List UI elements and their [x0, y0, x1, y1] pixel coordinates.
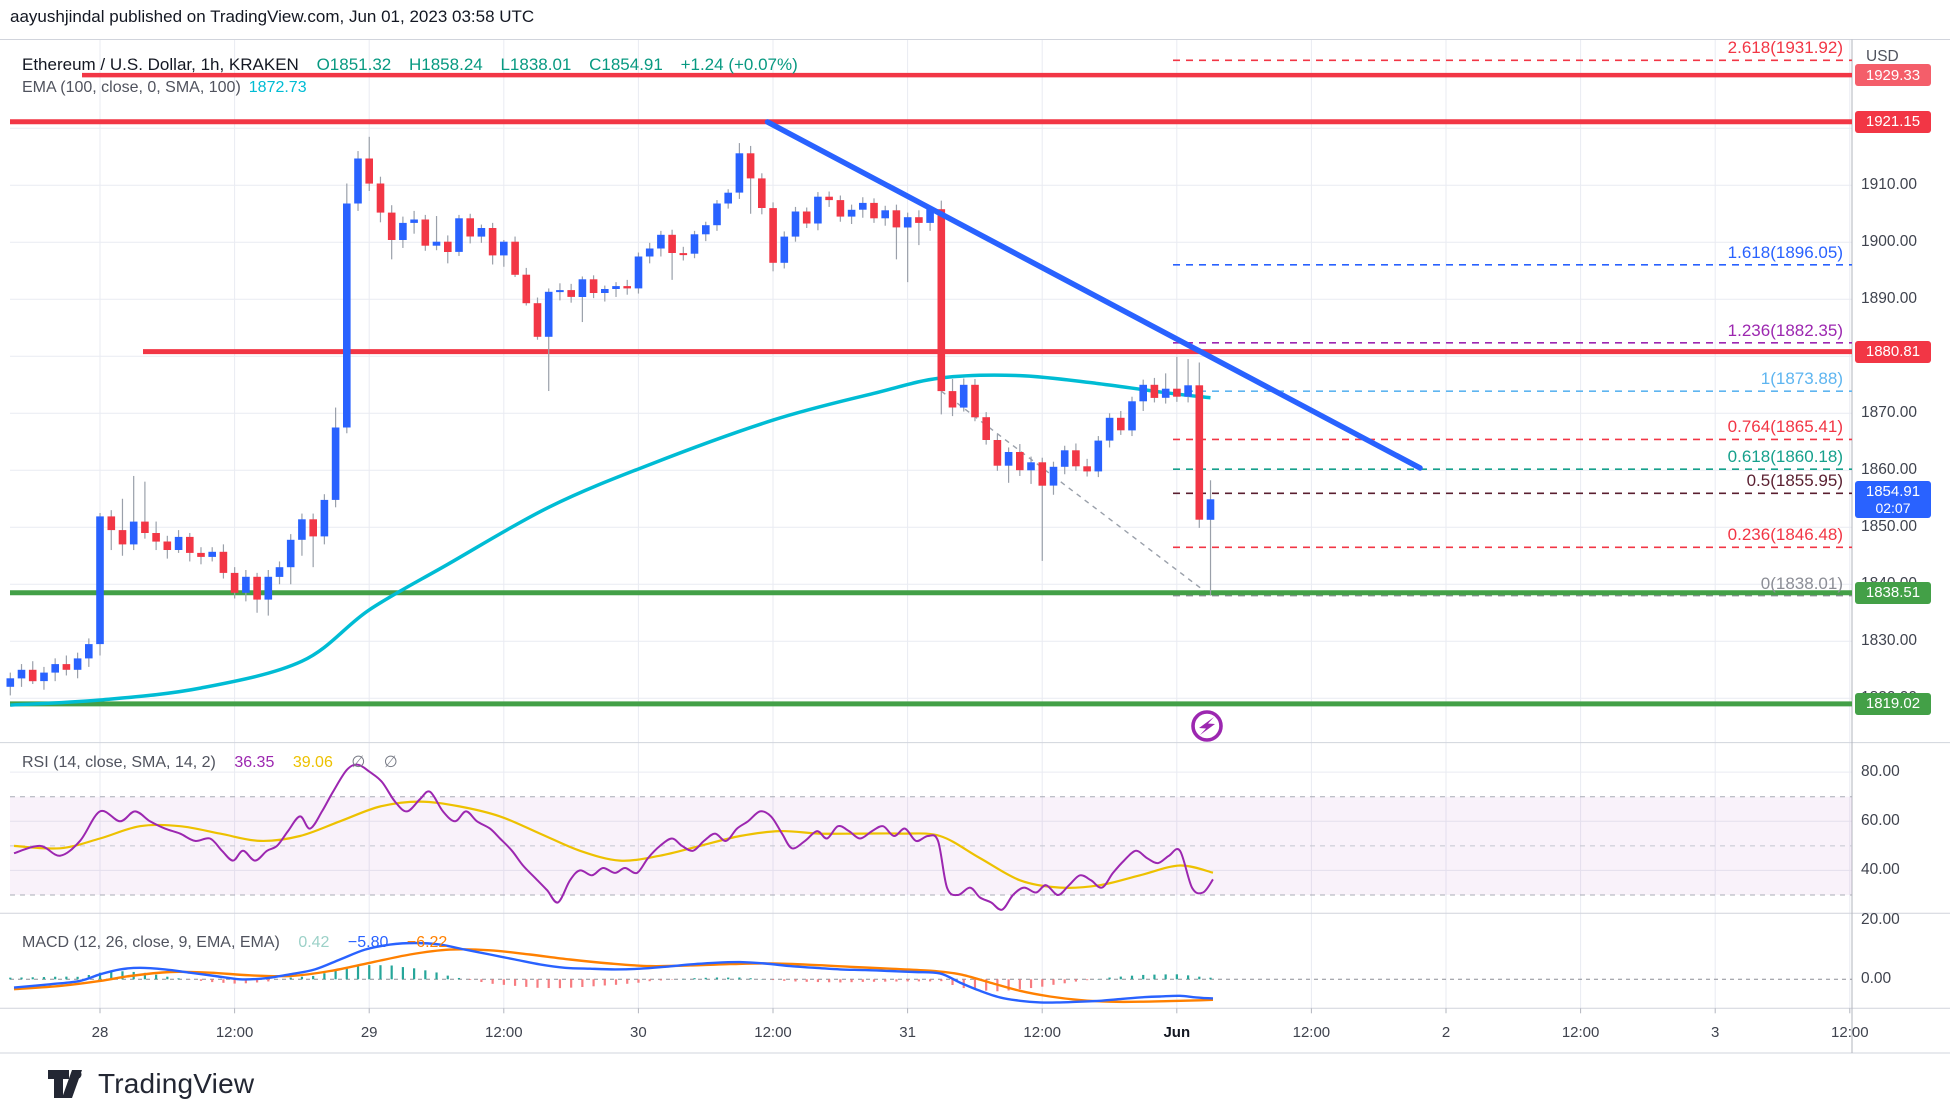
price-tick-label: 1860.00: [1861, 461, 1918, 479]
macd-label: MACD (12, 26, close, 9, EMA, EMA): [22, 934, 280, 951]
rsi-tick-label: 80.00: [1861, 763, 1900, 781]
price-tag-1819.02: 1819.02: [1855, 692, 1931, 715]
rsi-tick-label: 40.00: [1861, 861, 1900, 879]
rsi-value: 36.35: [234, 754, 275, 771]
price-tag-1921.15: 1921.15: [1855, 110, 1931, 133]
ohlc-change: +1.24 (+0.07%): [680, 55, 798, 74]
ohlc-low: L1838.01: [500, 55, 572, 74]
time-axis-label: 12:00: [754, 1024, 792, 1041]
fib-level-label: 1.236(1882.35): [1727, 320, 1843, 340]
fib-level-label: 1.618(1896.05): [1727, 242, 1843, 262]
price-tick-label: 1890.00: [1861, 290, 1918, 308]
tradingview-logo-text: TradingView: [98, 1068, 255, 1099]
symbol-legend-row: Ethereum / U.S. Dollar, 1h, KRAKEN O1851…: [22, 55, 811, 75]
rsi-tick-label: 20.00: [1861, 910, 1900, 928]
ohlc-close: C1854.91: [589, 55, 663, 74]
time-axis-label: 12:00: [485, 1024, 523, 1041]
symbol-title: Ethereum / U.S. Dollar, 1h, KRAKEN: [22, 55, 299, 74]
time-axis-label: 12:00: [1561, 1024, 1600, 1041]
price-tag-1880.81: 1880.81: [1855, 340, 1931, 363]
price-tag-1854.91: 1854.91 02:07: [1855, 480, 1931, 518]
price-tick-label: 1830.00: [1861, 632, 1918, 650]
rsi-label: RSI (14, close, SMA, 14, 2): [22, 754, 216, 771]
time-axis-label: 30: [630, 1024, 647, 1041]
fib-level-label: 2.618(1931.92): [1727, 38, 1843, 58]
price-tick-label: 1870.00: [1861, 404, 1918, 422]
macd-value: −5.80: [347, 934, 389, 951]
price-tick-label: 1850.00: [1861, 518, 1918, 536]
time-axis-label: 12:00: [1023, 1024, 1061, 1041]
rsi-tick-label: 60.00: [1861, 812, 1900, 830]
ohlc-high: H1858.24: [409, 55, 483, 74]
ema-value: 1872.73: [248, 79, 307, 96]
rsi-signal-value: 39.06: [292, 754, 333, 771]
time-axis-label: 12:00: [1292, 1024, 1331, 1041]
price-tick-label: 1900.00: [1861, 233, 1918, 251]
fib-level-label: 0.618(1860.18): [1727, 447, 1843, 467]
time-axis-label: 28: [91, 1024, 109, 1041]
price-tag-1838.51: 1838.51: [1855, 581, 1931, 604]
tradingview-logo[interactable]: TradingView: [48, 1068, 254, 1100]
price-tag-1929.33: 1929.33: [1855, 64, 1931, 87]
time-axis-label: 12:00: [215, 1024, 254, 1041]
fib-level-label: 0.5(1855.95): [1746, 471, 1843, 491]
time-axis-label: 29: [360, 1024, 378, 1041]
macd-legend-row: MACD (12, 26, close, 9, EMA, EMA) 0.42 −…: [22, 934, 461, 952]
rsi-empty-plot-icon: ∅: [383, 754, 398, 771]
tradingview-logo-icon: [48, 1070, 82, 1098]
macd-hist-value: 0.42: [298, 934, 330, 951]
fib-level-label: 0(1838.01): [1760, 573, 1843, 593]
time-axis-label: 31: [899, 1024, 916, 1041]
time-axis-label: 12:00: [1831, 1024, 1869, 1041]
time-axis-label: 3: [1711, 1024, 1720, 1041]
lightning-circle-icon: [1191, 710, 1223, 742]
macd-signal-value: −6.22: [406, 934, 448, 951]
rsi-empty-plot-icon: ∅: [351, 754, 366, 771]
rsi-legend-row: RSI (14, close, SMA, 14, 2) 36.35 39.06 …: [22, 752, 412, 772]
time-axis-label: Jun: [1163, 1024, 1191, 1041]
ema-label: EMA (100, close, 0, SMA, 100): [22, 79, 241, 96]
fib-level-label: 0.764(1865.41): [1727, 417, 1843, 437]
macd-tick-label: 0.00: [1861, 970, 1892, 988]
time-axis-label: 2: [1441, 1024, 1451, 1041]
attribution-text: aayushjindal published on TradingView.co…: [10, 7, 535, 26]
price-tick-label: 1910.00: [1861, 176, 1918, 194]
price-axis-currency: USD: [1866, 48, 1899, 65]
ohlc-open: O1851.32: [316, 55, 392, 74]
fib-level-label: 1(1873.88): [1760, 369, 1843, 389]
ema-legend-row: EMA (100, close, 0, SMA, 100) 1872.73: [22, 79, 307, 97]
fib-level-label: 0.236(1846.48): [1727, 525, 1843, 545]
